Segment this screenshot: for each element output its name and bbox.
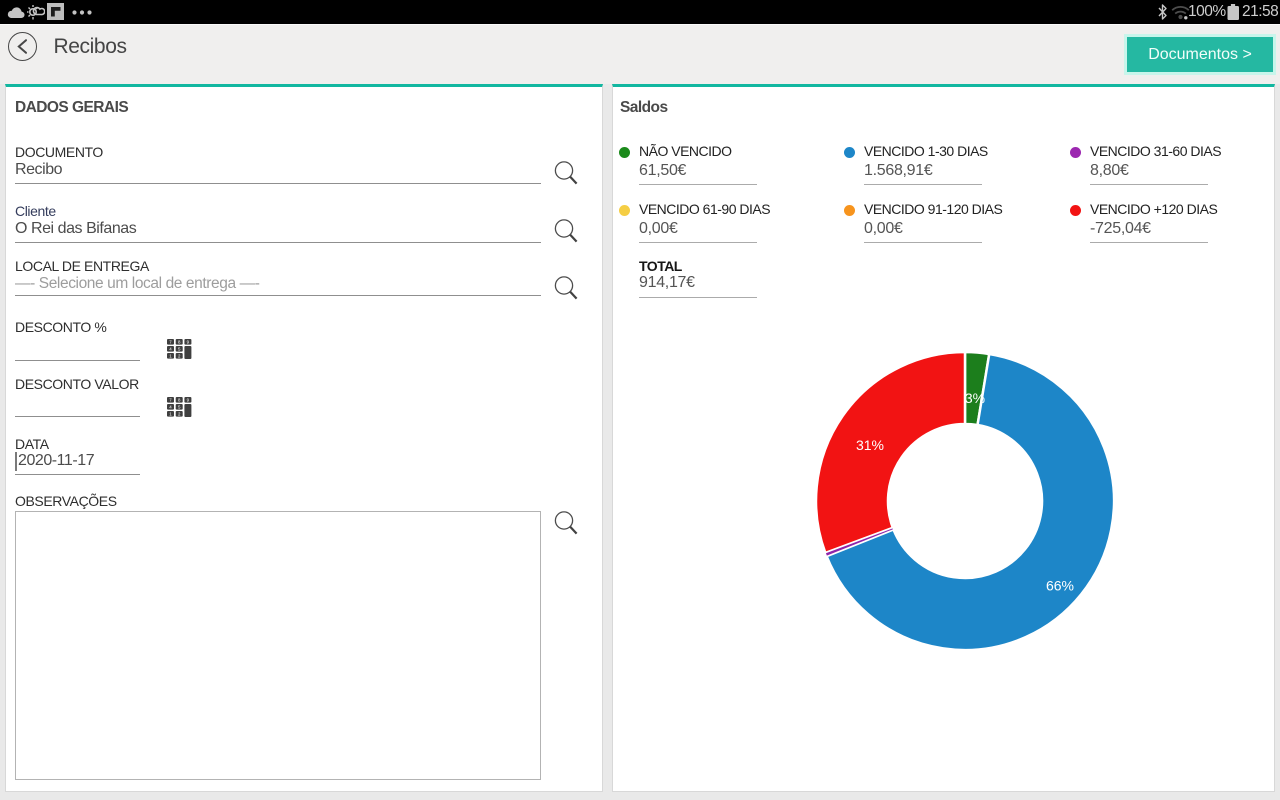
svg-text:31%: 31% bbox=[856, 437, 884, 453]
svg-text:7: 7 bbox=[169, 339, 172, 344]
svg-text:2: 2 bbox=[178, 353, 181, 358]
svg-text:4: 4 bbox=[169, 346, 172, 351]
svg-text:1: 1 bbox=[169, 353, 172, 358]
svg-text:3%: 3% bbox=[965, 390, 985, 406]
svg-text:66%: 66% bbox=[1046, 578, 1074, 594]
svg-text:8: 8 bbox=[178, 397, 181, 402]
svg-text:9: 9 bbox=[187, 397, 190, 402]
svg-text:5: 5 bbox=[178, 346, 181, 351]
svg-text:5: 5 bbox=[178, 404, 181, 409]
svg-text:2: 2 bbox=[178, 411, 181, 416]
svg-text:1: 1 bbox=[169, 411, 172, 416]
svg-text:7: 7 bbox=[169, 397, 172, 402]
svg-text:9: 9 bbox=[187, 339, 190, 344]
svg-text:8: 8 bbox=[178, 339, 181, 344]
svg-text:4: 4 bbox=[169, 404, 172, 409]
